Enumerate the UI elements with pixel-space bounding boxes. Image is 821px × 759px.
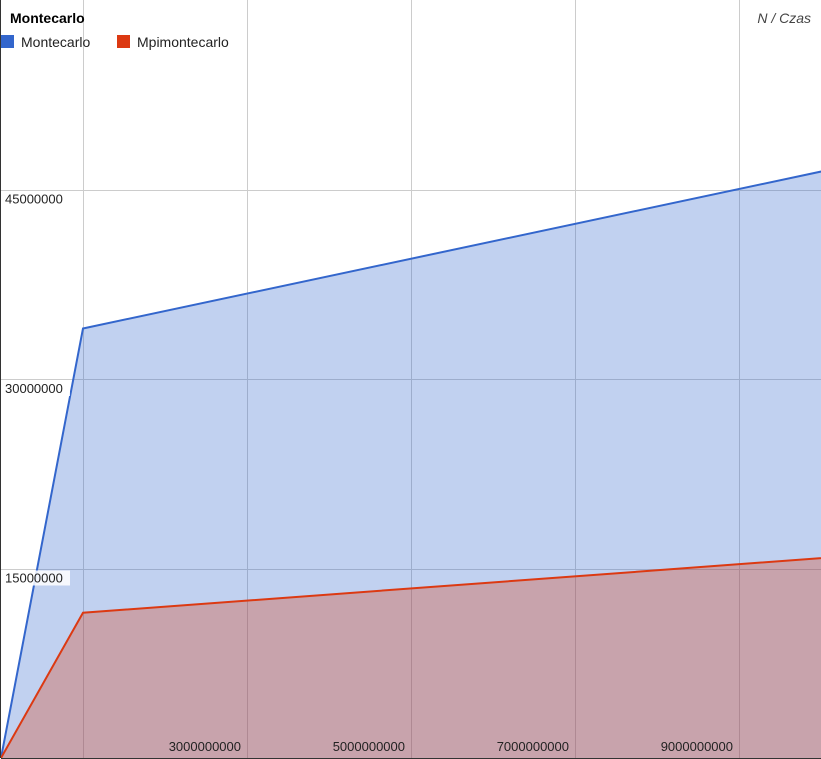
area-mpimontecarlo — [1, 558, 821, 758]
y-tick-label-0: 15000000 — [5, 571, 63, 586]
line-mpimontecarlo — [1, 557, 821, 758]
y-tick-label-bg-2 — [2, 191, 70, 207]
legend-label-montecarlo: Montecarlo — [21, 34, 90, 50]
series-lines — [1, 170, 821, 758]
legend-swatch-montecarlo — [1, 35, 14, 48]
x-tick-labels: 3000000000 5000000000 7000000000 9000000000 — [169, 739, 733, 754]
x-tick-label-1: 5000000000 — [333, 739, 405, 754]
y-tick-labels: 15000000 30000000 45000000 — [2, 191, 70, 586]
x-tick-label-3: 9000000000 — [661, 739, 733, 754]
legend-swatch-mpimontecarlo — [117, 35, 130, 48]
area-montecarlo — [1, 171, 821, 758]
x-tick-label-0: 3000000000 — [169, 739, 241, 754]
y-tick-label-1: 30000000 — [5, 381, 63, 396]
legend-label-mpimontecarlo: Mpimontecarlo — [137, 34, 229, 50]
x-tick-label-2: 7000000000 — [497, 739, 569, 754]
y-tick-label-bg-1 — [2, 381, 70, 396]
y-tick-label-2: 45000000 — [5, 192, 63, 207]
line-montecarlo — [1, 170, 821, 758]
axis-title: N / Czas — [757, 10, 811, 26]
chart-title: Montecarlo — [10, 10, 85, 26]
legend: Montecarlo Mpimontecarlo — [1, 34, 229, 50]
y-tick-label-bg-0 — [2, 570, 70, 586]
series-areas — [1, 171, 821, 758]
